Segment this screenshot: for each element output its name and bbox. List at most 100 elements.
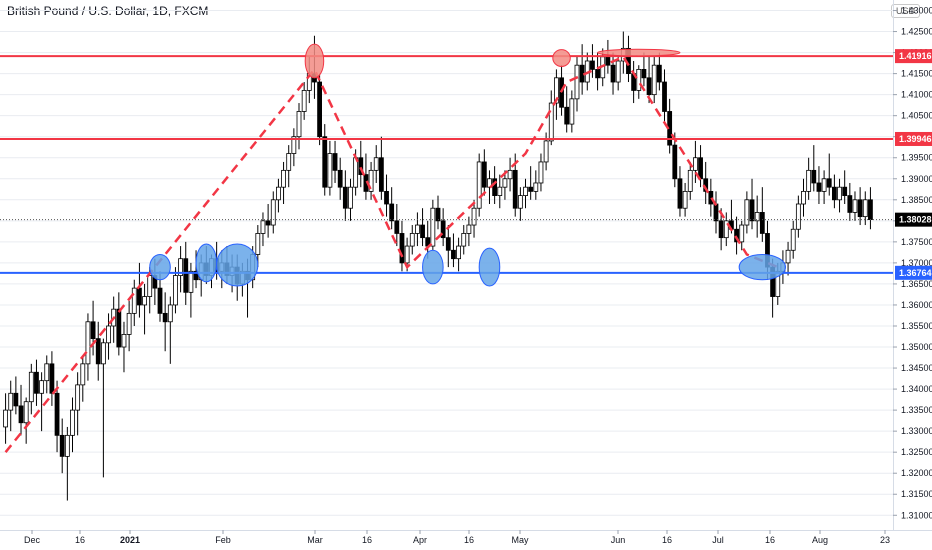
candle-body (317, 81, 322, 138)
candle-body (100, 342, 106, 365)
x-tick-label: 16 (362, 535, 372, 545)
candle-body (533, 182, 539, 192)
y-tick-label: 1.34500 (901, 363, 932, 373)
y-tick-label: 1.32000 (901, 468, 932, 478)
candle-body (734, 228, 739, 243)
candle-body (451, 249, 456, 260)
candle-body (595, 69, 600, 79)
candle-body (420, 224, 425, 239)
candle-body (698, 157, 703, 180)
candle-body (265, 220, 271, 226)
candle-body (276, 186, 281, 201)
candle-body (554, 77, 559, 104)
candle-body (759, 212, 765, 234)
candle-body (466, 224, 472, 234)
candle-body (435, 207, 441, 222)
candle-body (723, 220, 729, 239)
candle-body (409, 233, 415, 247)
candle-body (75, 384, 81, 411)
candle-body (39, 380, 45, 394)
candle-body (106, 325, 111, 344)
candle-body (492, 178, 498, 196)
y-tick-label: 1.35500 (901, 321, 932, 331)
candle-body (538, 161, 544, 184)
red-highlight-ellipse[interactable] (552, 49, 571, 67)
candle-body (286, 153, 292, 171)
blue-highlight-ellipse[interactable] (149, 253, 171, 281)
y-tick-label: 1.36000 (901, 300, 932, 310)
candle-body (384, 190, 389, 205)
candle-body (445, 237, 451, 251)
resistance-price-tag-bg (895, 131, 932, 146)
x-tick-label: 16 (765, 535, 775, 545)
candle-body (605, 56, 611, 66)
blue-highlight-ellipse[interactable] (478, 247, 501, 287)
candle-body (785, 249, 791, 264)
candle-body (301, 90, 307, 112)
candle-body (296, 111, 302, 138)
candle-body (826, 178, 832, 188)
candle-body (718, 220, 724, 239)
candle-body (255, 233, 261, 255)
resistance-price-tag: 1.39946 (899, 134, 932, 144)
y-tick-label: 1.35000 (901, 342, 932, 352)
candle-body (512, 169, 518, 209)
candle-body (548, 102, 554, 142)
dashed-trend-path[interactable] (4, 55, 779, 453)
y-tick-label: 1.32500 (901, 447, 932, 457)
candle-body (430, 207, 436, 247)
x-tick-label: Apr (413, 535, 427, 545)
x-tick-label: 2021 (120, 535, 140, 545)
candle-body (59, 434, 65, 457)
candle-body (342, 186, 348, 209)
x-tick-label: Aug (812, 535, 828, 545)
candle-body (147, 275, 153, 297)
candle-body (162, 312, 168, 323)
candle-body (569, 98, 575, 125)
candle-body (847, 195, 853, 213)
y-tick-label: 1.37500 (901, 237, 932, 247)
candle-body (739, 224, 745, 243)
candle-body (656, 64, 662, 83)
candle-body (744, 199, 750, 226)
blue-highlight-ellipse[interactable] (422, 249, 444, 285)
candle-body (816, 182, 822, 192)
candle-body (358, 157, 364, 175)
y-tick-label: 1.31500 (901, 489, 932, 499)
current-price-tag: 1.38028 (899, 215, 932, 225)
x-axis: Dec 16 2021 Feb Mar 16 Apr 16 May Jun 16 Jul 16 Aug 23 (0, 530, 932, 545)
candle-body (811, 169, 817, 184)
x-tick-label: 23 (880, 535, 890, 545)
candle-body (862, 199, 868, 218)
candle-body (291, 136, 297, 154)
candle-body (487, 178, 492, 188)
candle-body (651, 64, 657, 96)
candle-body (394, 220, 400, 234)
candle-body (481, 161, 487, 188)
support-price-tag-bg (895, 265, 932, 280)
red-highlight-ellipse[interactable] (304, 43, 325, 79)
resistance-price-tag: 1.41916 (899, 51, 932, 61)
blue-highlight-ellipse[interactable] (195, 243, 218, 283)
candle-body (677, 178, 683, 209)
candle-body (502, 178, 508, 188)
candle-body (590, 60, 595, 70)
candle-body (713, 203, 719, 222)
grid-lines (0, 10, 893, 516)
y-tick-label: 1.38500 (901, 195, 932, 205)
red-highlight-ellipse[interactable] (597, 48, 681, 57)
candle-body (842, 186, 848, 196)
candle-body (440, 220, 446, 239)
x-tick-label: 16 (662, 535, 672, 545)
y-tick-label: 1.33500 (901, 405, 932, 415)
y-tick-label: 1.40500 (901, 111, 932, 121)
resistance-price-tag-bg (895, 49, 932, 64)
y-tick-label: 1.37000 (901, 258, 932, 268)
candle-body (260, 220, 266, 234)
blue-highlight-ellipse[interactable] (216, 243, 259, 287)
candle-body (564, 106, 570, 125)
blue-highlight-ellipse[interactable] (738, 253, 786, 281)
candle-body (70, 409, 75, 436)
x-tick-label: Dec (24, 535, 41, 545)
